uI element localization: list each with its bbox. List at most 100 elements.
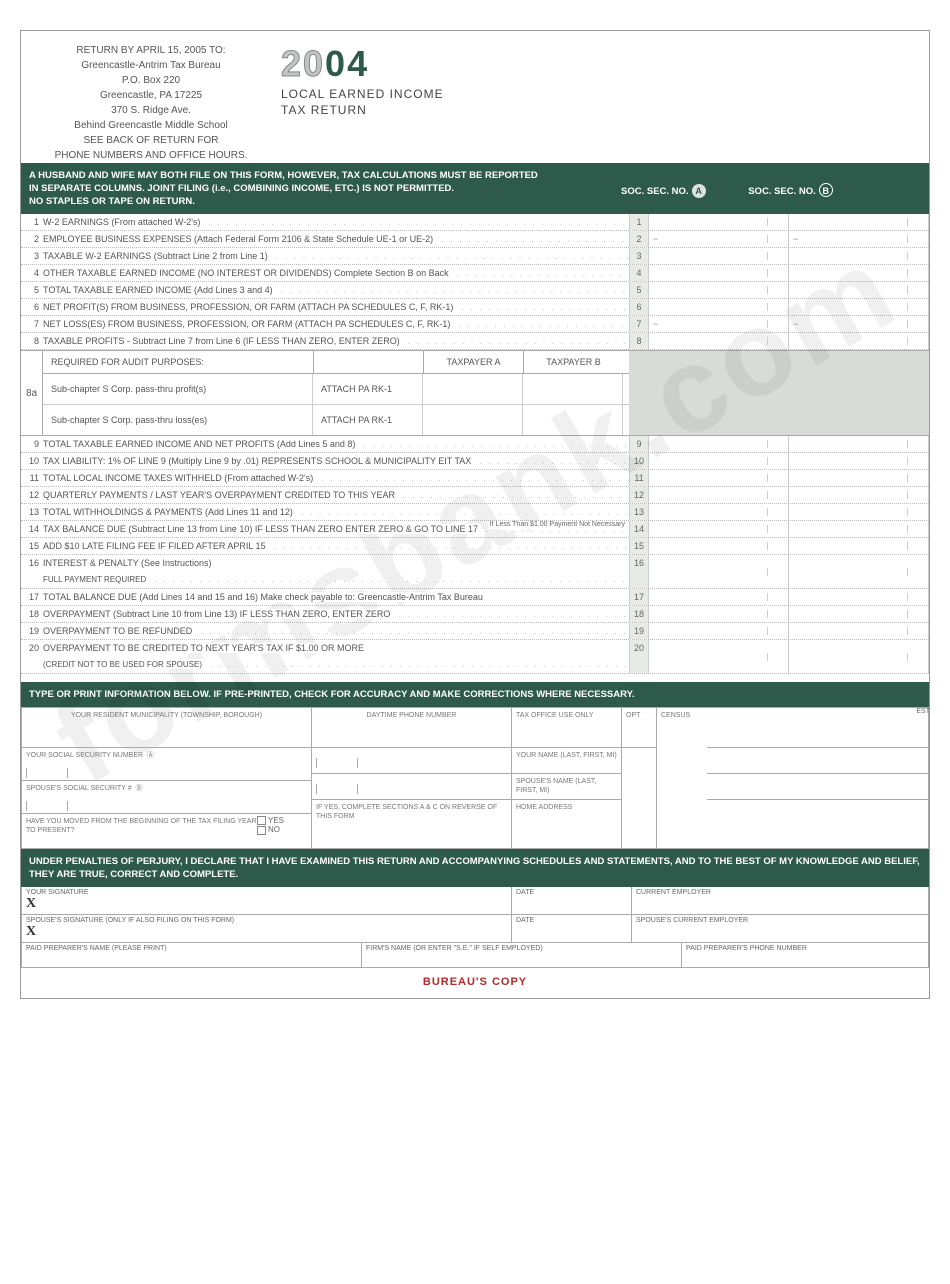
amount-a[interactable] [649, 231, 789, 247]
form-title: 2004 LOCAL EARNED INCOME TAX RETURN [281, 43, 561, 163]
amount-b[interactable] [789, 231, 929, 247]
amount-a[interactable] [649, 589, 789, 605]
line-20: 20OVERPAYMENT TO BE CREDITED TO NEXT YEA… [21, 640, 929, 674]
line-15: 15ADD $10 LATE FILING FEE IF FILED AFTER… [21, 538, 929, 555]
line-label: TOTAL TAXABLE EARNED INCOME AND NET PROF… [43, 436, 629, 452]
return-line: Behind Greencastle Middle School [21, 118, 281, 133]
amount-b[interactable] [789, 555, 929, 588]
amount-b[interactable] [789, 589, 929, 605]
line-note: If Less Than $1.00 Payment Not Necessary [488, 521, 627, 529]
name-a-field[interactable] [622, 748, 656, 834]
line-number: 14 [21, 521, 43, 537]
return-line: P.O. Box 220 [21, 73, 281, 88]
amount-a[interactable] [649, 504, 789, 520]
amount-b[interactable] [789, 436, 929, 452]
8a-r2-a[interactable] [423, 405, 523, 435]
amount-a[interactable] [649, 623, 789, 639]
title-line2: TAX RETURN [281, 103, 561, 117]
amount-b[interactable] [789, 470, 929, 486]
amount-a[interactable] [649, 487, 789, 503]
amount-a[interactable] [649, 606, 789, 622]
ssn-a-label: YOUR SOCIAL SECURITY NUMBER Ⓐ [26, 752, 154, 759]
line-16: 16INTEREST & PENALTY (See Instructions)F… [21, 555, 929, 589]
amount-a[interactable] [649, 436, 789, 452]
moved-note: IF YES, COMPLETE SECTIONS A & C ON REVER… [316, 804, 497, 820]
ssn-ticks [26, 760, 307, 778]
amount-b[interactable] [789, 538, 929, 554]
moved-label: HAVE YOU MOVED FROM THE BEGINNING OF THE… [26, 818, 257, 834]
amount-b[interactable] [789, 453, 929, 469]
taxpayer-a-hdr: TAXPAYER A [423, 351, 523, 373]
spouse-sig-label: SPOUSE'S SIGNATURE (ONLY IF ALSO FILING … [26, 917, 234, 924]
taxpayer-b-hdr: TAXPAYER B [523, 351, 623, 373]
home-field[interactable] [707, 800, 928, 834]
lines-block-2: 9TOTAL TAXABLE EARNED INCOME AND NET PRO… [21, 436, 929, 674]
amount-a[interactable] [649, 316, 789, 332]
line-number-box: 3 [629, 248, 649, 264]
yes-checkbox[interactable] [257, 816, 266, 825]
line-number: 15 [21, 538, 43, 554]
return-line: SEE BACK OF RETURN FOR [21, 133, 281, 148]
amount-b[interactable] [789, 282, 929, 298]
amount-b[interactable] [789, 214, 929, 230]
ssn-a-ext[interactable] [312, 748, 511, 774]
amount-a[interactable] [649, 470, 789, 486]
amount-b[interactable] [789, 623, 929, 639]
line-19: 19OVERPAYMENT TO BE REFUNDED19 [21, 623, 929, 640]
name-b-field-r[interactable] [707, 774, 928, 800]
amount-a[interactable] [649, 555, 789, 588]
line-number: 12 [21, 487, 43, 503]
amount-a[interactable] [649, 538, 789, 554]
amount-b[interactable] [789, 248, 929, 264]
line-label: TOTAL BALANCE DUE (Add Lines 14 and 15 a… [43, 589, 629, 605]
line-number: 10 [21, 453, 43, 469]
line-number: 6 [21, 299, 43, 315]
preparer-label: PAID PREPARER'S NAME (PLEASE PRINT) [26, 945, 167, 952]
amount-a[interactable] [649, 248, 789, 264]
amount-b[interactable] [789, 640, 929, 673]
line-number: 8 [21, 333, 43, 349]
line-6: 6NET PROFIT(S) FROM BUSINESS, PROFESSION… [21, 299, 929, 316]
amount-a[interactable] [649, 333, 789, 349]
8a-r1-a[interactable] [423, 374, 523, 404]
line-number-box: 16 [629, 555, 649, 588]
amount-a[interactable] [649, 453, 789, 469]
line-number-box: 17 [629, 589, 649, 605]
amount-b[interactable] [789, 606, 929, 622]
amount-b[interactable] [789, 299, 929, 315]
amount-a[interactable] [649, 299, 789, 315]
return-line: PHONE NUMBERS AND OFFICE HOURS. [21, 148, 281, 163]
date-label: DATE [516, 917, 534, 924]
name-a-field-r[interactable] [707, 748, 928, 774]
tax-year: 2004 [281, 43, 561, 85]
line-number-box: 10 [629, 453, 649, 469]
amount-a[interactable] [649, 521, 789, 537]
amount-a[interactable] [649, 640, 789, 673]
line-label: EMPLOYEE BUSINESS EXPENSES (Attach Feder… [43, 231, 629, 247]
amount-b[interactable] [789, 487, 929, 503]
amount-a[interactable] [649, 282, 789, 298]
8a-side-shaded [629, 351, 929, 435]
date-label: DATE [516, 889, 534, 896]
line-label: TOTAL LOCAL INCOME TAXES WITHHELD (From … [43, 470, 629, 486]
line-label: OVERPAYMENT (Subtract Line 10 from Line … [43, 606, 629, 622]
line-label: OVERPAYMENT TO BE CREDITED TO NEXT YEAR'… [43, 640, 629, 673]
amount-b[interactable] [789, 265, 929, 281]
your-sig-label: YOUR SIGNATURE [26, 889, 89, 896]
ssn-b-ext[interactable] [312, 774, 511, 800]
tax-form-page: formsbank.com RETURN BY APRIL 15, 2005 T… [20, 30, 930, 999]
amount-b[interactable] [789, 333, 929, 349]
amount-b[interactable] [789, 316, 929, 332]
8a-r2-b[interactable] [523, 405, 623, 435]
no-checkbox[interactable] [257, 826, 266, 835]
line-number-box: 2 [629, 231, 649, 247]
line-label: TOTAL WITHHOLDINGS & PAYMENTS (Add Lines… [43, 504, 629, 520]
amount-b[interactable] [789, 504, 929, 520]
amount-a[interactable] [649, 265, 789, 281]
perjury-band: UNDER PENALTIES OF PERJURY, I DECLARE TH… [21, 849, 929, 887]
8a-r1-b[interactable] [523, 374, 623, 404]
amount-b[interactable] [789, 521, 929, 537]
line-number: 16 [21, 555, 43, 588]
amount-a[interactable] [649, 214, 789, 230]
line-number: 1 [21, 214, 43, 230]
